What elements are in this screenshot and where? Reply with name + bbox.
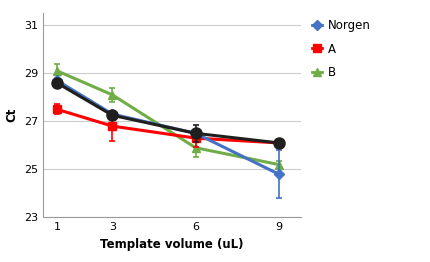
Legend: Norgen, A, B: Norgen, A, B: [312, 19, 370, 79]
X-axis label: Template volume (uL): Template volume (uL): [100, 238, 244, 251]
Y-axis label: Ct: Ct: [5, 108, 18, 122]
